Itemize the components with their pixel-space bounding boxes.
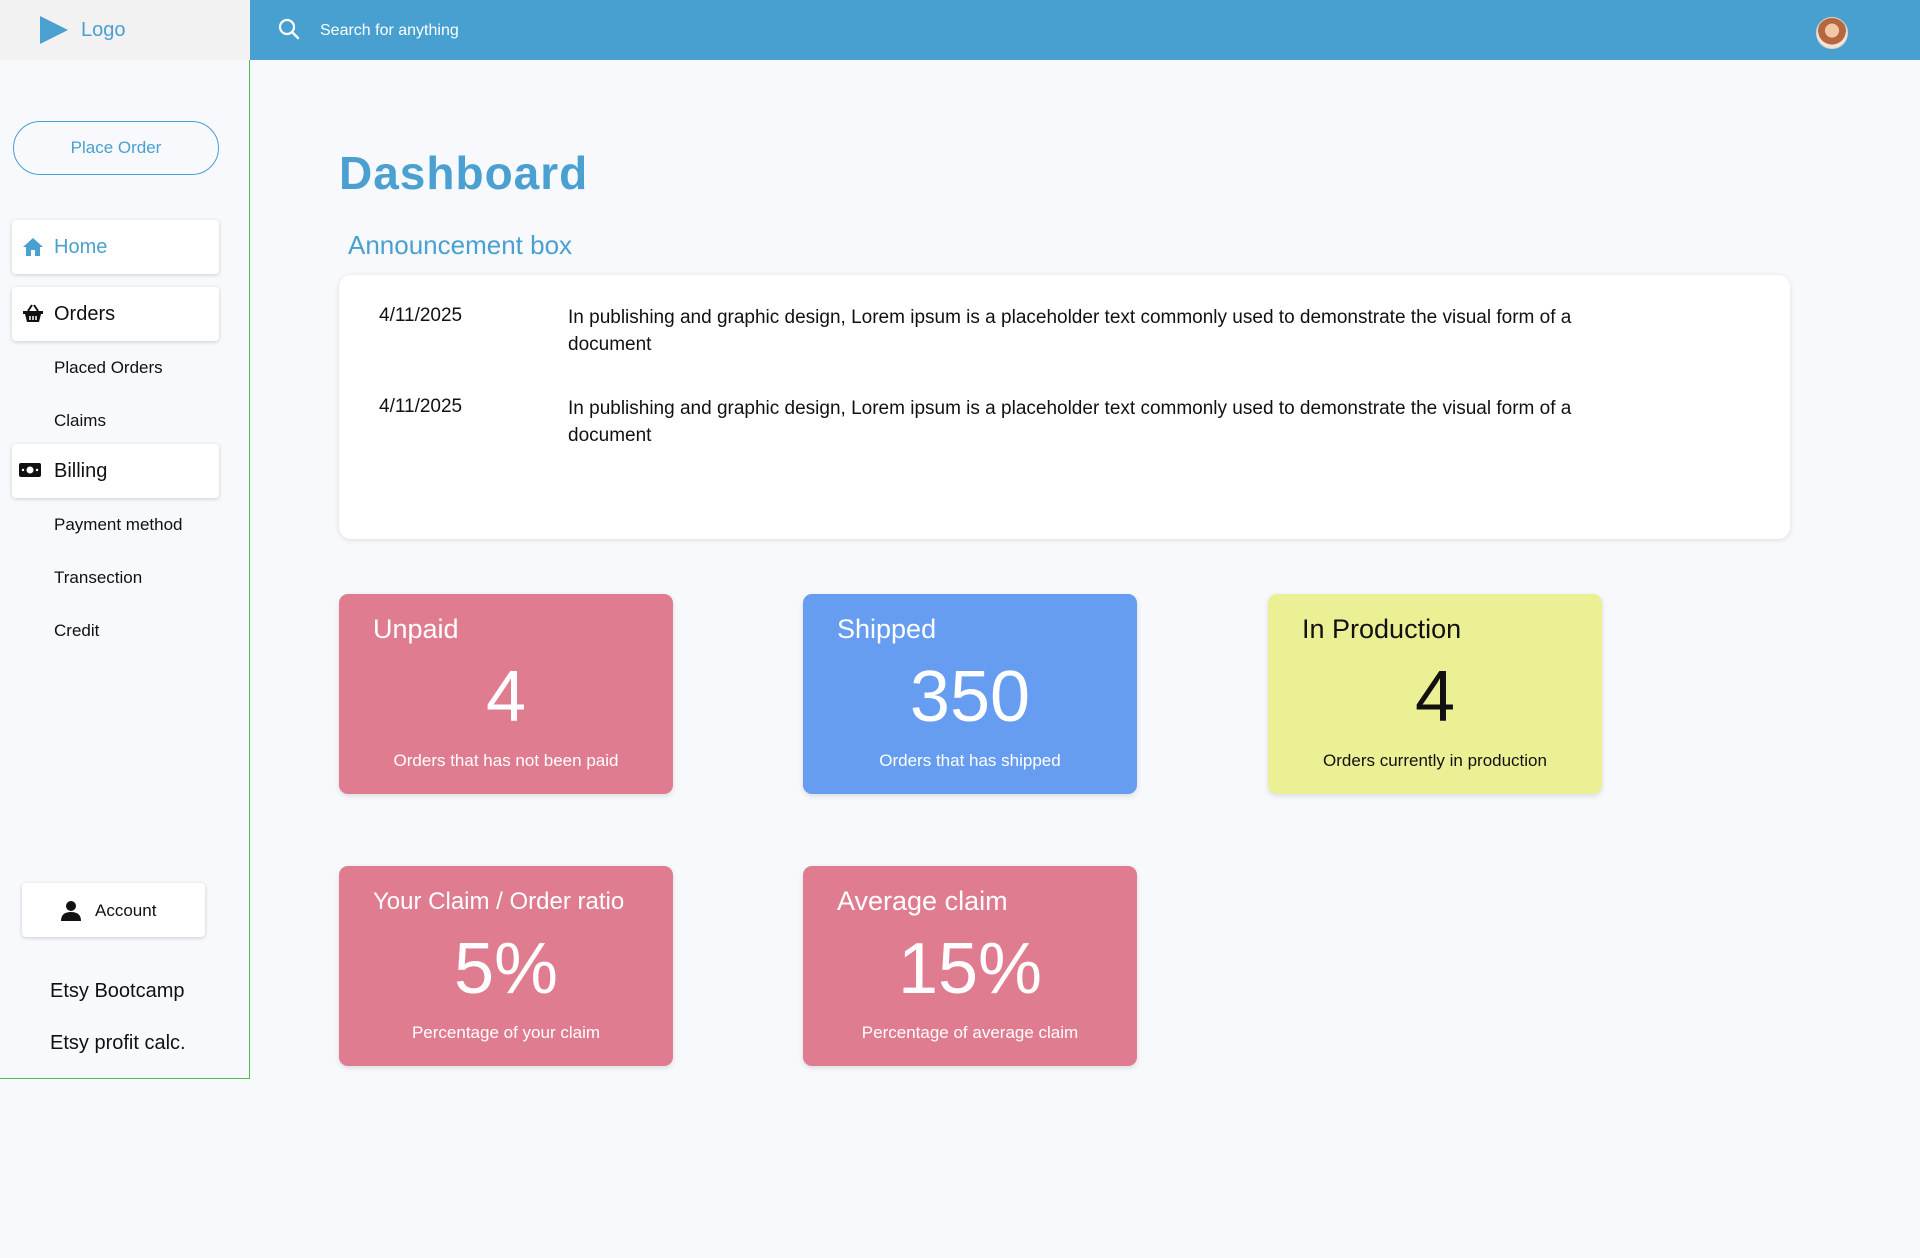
etsy-profit-calc-link[interactable]: Etsy profit calc.: [50, 1032, 186, 1054]
stat-value: 15%: [897, 929, 1043, 1009]
announcement-title: Announcement box: [348, 230, 573, 260]
money-bill-icon: [19, 463, 41, 482]
announcement-text: In publishing and graphic design, Lorem …: [568, 307, 1572, 355]
stat-description: Percentage of your claim: [411, 1023, 601, 1042]
sidebar-item-label: Home: [54, 236, 108, 258]
stat-value: 4: [1414, 657, 1456, 737]
sidebar-item-label: Billing: [54, 460, 108, 482]
announcement-box: 4/11/2025 In publishing and graphic desi…: [339, 275, 1790, 539]
sidebar-item-label: Orders: [54, 303, 116, 325]
stat-label: Your Claim / Order ratio: [373, 888, 625, 915]
stat-card-claim-ratio[interactable]: Your Claim / Order ratio 5% Percentage o…: [339, 866, 673, 1066]
logo-area[interactable]: Logo: [0, 0, 250, 60]
sidebar-item-billing[interactable]: Billing: [12, 444, 219, 498]
page-title: Dashboard: [339, 147, 589, 199]
home-icon: [22, 237, 44, 262]
stat-label: Average claim: [837, 886, 1008, 916]
sidebar-item-placed-orders[interactable]: Placed Orders: [54, 358, 163, 377]
stat-value: 350: [909, 657, 1031, 737]
stat-card-shipped[interactable]: Shipped 350 Orders that has shipped: [803, 594, 1137, 794]
sidebar: Place Order Home Orders Placed Orders Cl…: [0, 60, 250, 1079]
search-input[interactable]: Search for anything: [320, 22, 459, 39]
stat-value: 4: [485, 657, 527, 737]
sidebar-item-payment-method[interactable]: Payment method: [54, 515, 183, 534]
stat-card-in-production[interactable]: In Production 4 Orders currently in prod…: [1268, 594, 1602, 794]
sidebar-item-home[interactable]: Home: [12, 220, 219, 274]
sidebar-item-claims[interactable]: Claims: [54, 411, 106, 430]
etsy-bootcamp-link[interactable]: Etsy Bootcamp: [50, 980, 185, 1002]
stat-value: 5%: [453, 929, 559, 1009]
stat-description: Orders that has shipped: [879, 751, 1061, 770]
place-order-button[interactable]: Place Order: [13, 121, 219, 175]
announcement-text: In publishing and graphic design, Lorem …: [568, 398, 1572, 446]
announcement-date: 4/11/2025: [379, 305, 463, 326]
sidebar-item-transection[interactable]: Transection: [54, 568, 143, 587]
user-icon: [60, 900, 82, 927]
stat-description: Orders currently in production: [1323, 751, 1547, 770]
account-button[interactable]: Account: [22, 883, 205, 937]
avatar[interactable]: [1816, 17, 1848, 49]
stat-description: Orders that has not been paid: [393, 751, 619, 770]
stat-card-unpaid[interactable]: Unpaid 4 Orders that has not been paid: [339, 594, 673, 794]
logo-text: Logo: [81, 19, 126, 41]
sidebar-item-credit[interactable]: Credit: [54, 621, 100, 640]
stat-description: Percentage of average claim: [861, 1023, 1079, 1042]
basket-icon: [22, 304, 44, 329]
stat-label: Shipped: [837, 614, 937, 644]
search-icon[interactable]: [278, 18, 300, 45]
account-label: Account: [95, 901, 157, 920]
stat-label: In Production: [1302, 614, 1462, 644]
stat-label: Unpaid: [373, 614, 459, 644]
sidebar-item-orders[interactable]: Orders: [12, 287, 219, 341]
stat-card-average-claim[interactable]: Average claim 15% Percentage of average …: [803, 866, 1137, 1066]
announcement-date: 4/11/2025: [379, 396, 463, 417]
top-bar: Search for anything: [250, 0, 1920, 60]
play-triangle-icon: [40, 16, 68, 49]
